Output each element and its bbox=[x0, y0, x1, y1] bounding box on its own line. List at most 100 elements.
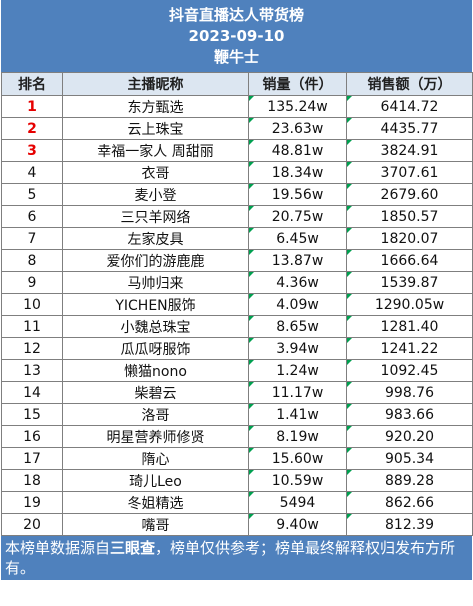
sales-cell[interactable]: 10.59w bbox=[248, 469, 347, 492]
rank-cell[interactable]: 20 bbox=[1, 513, 63, 536]
revenue-cell[interactable]: 1241.22 bbox=[346, 337, 473, 360]
revenue-cell[interactable]: 1281.40 bbox=[346, 315, 473, 338]
streamer-name-cell[interactable]: 三只羊网络 bbox=[62, 205, 249, 228]
table-row: 15 洛哥 1.41w 983.66 bbox=[1, 403, 473, 426]
revenue-cell[interactable]: 6414.72 bbox=[346, 95, 473, 118]
streamer-name-cell[interactable]: 洛哥 bbox=[62, 403, 249, 426]
rank-cell[interactable]: 6 bbox=[1, 205, 63, 228]
table-row: 2 云上珠宝 23.63w 4435.77 bbox=[1, 117, 473, 140]
sales-cell[interactable]: 13.87w bbox=[248, 249, 347, 272]
table-row: 10 YICHEN服饰 4.09w 1290.05w bbox=[1, 293, 473, 316]
sheet-title: 抖音直播达人带货榜 bbox=[168, 6, 304, 24]
table-row: 5 麦小登 19.56w 2679.60 bbox=[1, 183, 473, 206]
revenue-cell[interactable]: 862.66 bbox=[346, 491, 473, 514]
sales-cell[interactable]: 20.75w bbox=[248, 205, 347, 228]
streamer-name-cell[interactable]: 琦儿Leo bbox=[62, 469, 249, 492]
revenue-cell[interactable]: 1666.64 bbox=[346, 249, 473, 272]
column-header-sales[interactable]: 销量（件） bbox=[248, 72, 347, 96]
revenue-cell[interactable]: 1850.57 bbox=[346, 205, 473, 228]
sales-cell[interactable]: 48.81w bbox=[248, 139, 347, 162]
table-row: 1 东方甄选 135.24w 6414.72 bbox=[1, 95, 473, 118]
streamer-name-cell[interactable]: 懒猫nono bbox=[62, 359, 249, 382]
column-header-revenue[interactable]: 销售额（万） bbox=[346, 72, 473, 96]
sales-cell[interactable]: 5494 bbox=[248, 491, 347, 514]
revenue-cell[interactable]: 3824.91 bbox=[346, 139, 473, 162]
revenue-cell[interactable]: 983.66 bbox=[346, 403, 473, 426]
streamer-name-cell[interactable]: 嘴哥 bbox=[62, 513, 249, 536]
sales-cell[interactable]: 4.09w bbox=[248, 293, 347, 316]
sales-cell[interactable]: 19.56w bbox=[248, 183, 347, 206]
sales-cell[interactable]: 1.41w bbox=[248, 403, 347, 426]
table-row: 17 隋心 15.60w 905.34 bbox=[1, 447, 473, 470]
rank-cell[interactable]: 15 bbox=[1, 403, 63, 426]
streamer-name-cell[interactable]: 柴碧云 bbox=[62, 381, 249, 404]
revenue-cell[interactable]: 920.20 bbox=[346, 425, 473, 448]
streamer-name-cell[interactable]: 冬姐精选 bbox=[62, 491, 249, 514]
rank-cell[interactable]: 2 bbox=[1, 117, 63, 140]
rank-cell[interactable]: 14 bbox=[1, 381, 63, 404]
revenue-cell[interactable]: 3707.61 bbox=[346, 161, 473, 184]
streamer-name-cell[interactable]: 明星营养师修贤 bbox=[62, 425, 249, 448]
streamer-name-cell[interactable]: 幸福一家人 周甜丽 bbox=[62, 139, 249, 162]
rank-cell[interactable]: 7 bbox=[1, 227, 63, 250]
sales-cell[interactable]: 15.60w bbox=[248, 447, 347, 470]
revenue-cell[interactable]: 812.39 bbox=[346, 513, 473, 536]
table-row: 12 瓜瓜呀服饰 3.94w 1241.22 bbox=[1, 337, 473, 360]
rank-cell[interactable]: 13 bbox=[1, 359, 63, 382]
rank-cell[interactable]: 19 bbox=[1, 491, 63, 514]
sales-cell[interactable]: 18.34w bbox=[248, 161, 347, 184]
streamer-name-cell[interactable]: 衣哥 bbox=[62, 161, 249, 184]
rank-cell[interactable]: 5 bbox=[1, 183, 63, 206]
sales-cell[interactable]: 8.65w bbox=[248, 315, 347, 338]
ranking-table: 排名 主播昵称 销量（件） 销售额（万） 1 东方甄选 135.24w 6414.72… bbox=[1, 72, 473, 536]
rank-cell[interactable]: 18 bbox=[1, 469, 63, 492]
rank-cell[interactable]: 8 bbox=[1, 249, 63, 272]
revenue-cell[interactable]: 1092.45 bbox=[346, 359, 473, 382]
revenue-cell[interactable]: 2679.60 bbox=[346, 183, 473, 206]
rank-cell[interactable]: 3 bbox=[1, 139, 63, 162]
streamer-name-cell[interactable]: 麦小登 bbox=[62, 183, 249, 206]
revenue-cell[interactable]: 1539.87 bbox=[346, 271, 473, 294]
revenue-cell[interactable]: 905.34 bbox=[346, 447, 473, 470]
revenue-cell[interactable]: 1290.05w bbox=[346, 293, 473, 316]
rank-cell[interactable]: 11 bbox=[1, 315, 63, 338]
streamer-name-cell[interactable]: 左家皮具 bbox=[62, 227, 249, 250]
sales-cell[interactable]: 6.45w bbox=[248, 227, 347, 250]
sales-cell[interactable]: 135.24w bbox=[248, 95, 347, 118]
streamer-name-cell[interactable]: 小魏总珠宝 bbox=[62, 315, 249, 338]
rank-cell[interactable]: 10 bbox=[1, 293, 63, 316]
sales-cell[interactable]: 3.94w bbox=[248, 337, 347, 360]
source-name: 三眼查 bbox=[110, 539, 156, 557]
sales-cell[interactable]: 4.36w bbox=[248, 271, 347, 294]
revenue-cell[interactable]: 1820.07 bbox=[346, 227, 473, 250]
rank-cell[interactable]: 4 bbox=[1, 161, 63, 184]
rank-cell[interactable]: 16 bbox=[1, 425, 63, 448]
streamer-name-cell[interactable]: 云上珠宝 bbox=[62, 117, 249, 140]
streamer-name-cell[interactable]: 瓜瓜呀服饰 bbox=[62, 337, 249, 360]
sheet-header: 抖音直播达人带货榜 2023-09-10 鞭牛士 bbox=[1, 0, 472, 72]
column-header-name[interactable]: 主播昵称 bbox=[62, 72, 249, 96]
rank-cell[interactable]: 12 bbox=[1, 337, 63, 360]
sales-cell[interactable]: 1.24w bbox=[248, 359, 347, 382]
streamer-name-cell[interactable]: 东方甄选 bbox=[62, 95, 249, 118]
streamer-name-cell[interactable]: 爱你们的游鹿鹿 bbox=[62, 249, 249, 272]
table-row: 8 爱你们的游鹿鹿 13.87w 1666.64 bbox=[1, 249, 473, 272]
streamer-name-cell[interactable]: 隋心 bbox=[62, 447, 249, 470]
source-note-prefix: 本榜单数据源自 bbox=[5, 539, 111, 557]
source-note: 本榜单数据源自三眼查，榜单仅供参考；榜单最终解释权归发布方所有。 bbox=[1, 536, 472, 580]
revenue-cell[interactable]: 998.76 bbox=[346, 381, 473, 404]
sales-cell[interactable]: 11.17w bbox=[248, 381, 347, 404]
rank-cell[interactable]: 1 bbox=[1, 95, 63, 118]
streamer-name-cell[interactable]: YICHEN服饰 bbox=[62, 293, 249, 316]
sales-cell[interactable]: 8.19w bbox=[248, 425, 347, 448]
revenue-cell[interactable]: 889.28 bbox=[346, 469, 473, 492]
rank-cell[interactable]: 9 bbox=[1, 271, 63, 294]
sales-cell[interactable]: 23.63w bbox=[248, 117, 347, 140]
sales-cell[interactable]: 9.40w bbox=[248, 513, 347, 536]
column-header-rank[interactable]: 排名 bbox=[1, 72, 63, 96]
revenue-cell[interactable]: 4435.77 bbox=[346, 117, 473, 140]
streamer-name-cell[interactable]: 马帅归来 bbox=[62, 271, 249, 294]
table-row: 14 柴碧云 11.17w 998.76 bbox=[1, 381, 473, 404]
rank-cell[interactable]: 17 bbox=[1, 447, 63, 470]
